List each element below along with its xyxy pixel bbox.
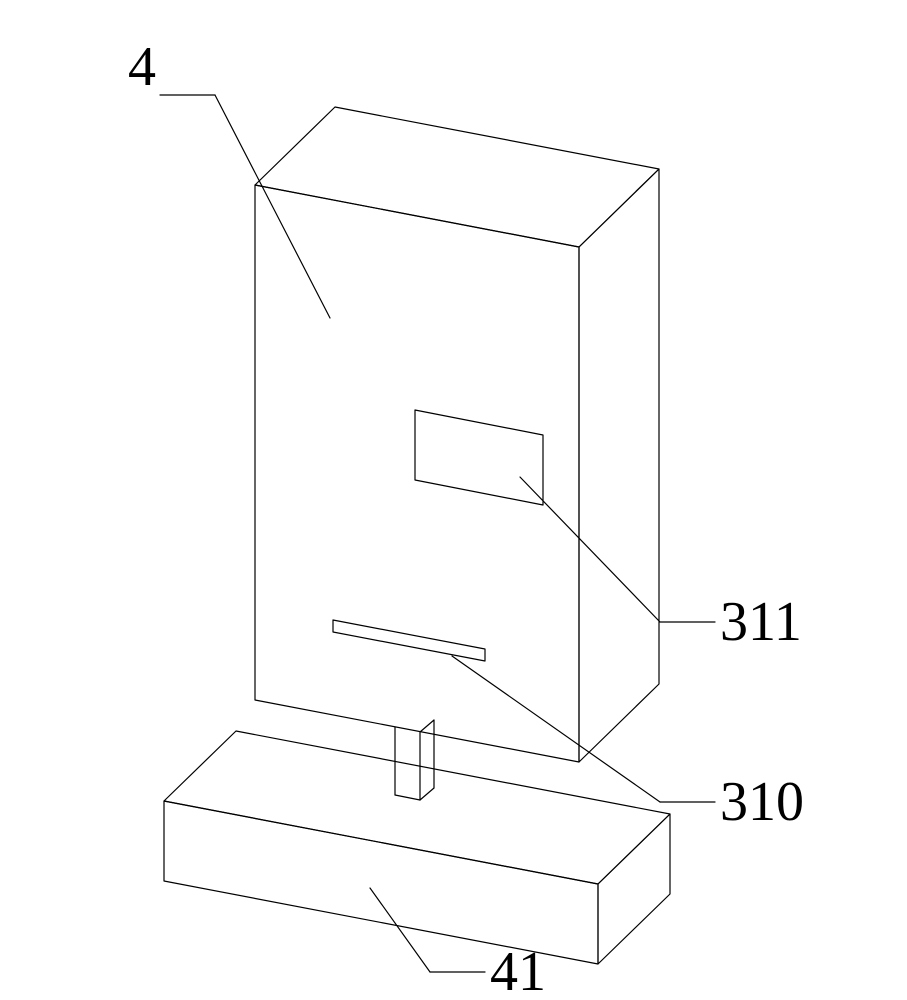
panel-slot [333,620,485,661]
leader-line [452,656,660,802]
callout-4: 4 [128,36,156,98]
base-front [164,801,598,964]
panel-window [415,410,543,505]
panel-front [255,185,579,762]
base-right [598,814,670,964]
callout-311: 311 [720,591,802,653]
leader-line [520,477,660,622]
base-top [164,731,670,884]
panel-top [255,107,659,247]
callout-310: 310 [720,771,804,833]
panel-right [579,169,659,762]
callout-41: 41 [490,941,546,1000]
